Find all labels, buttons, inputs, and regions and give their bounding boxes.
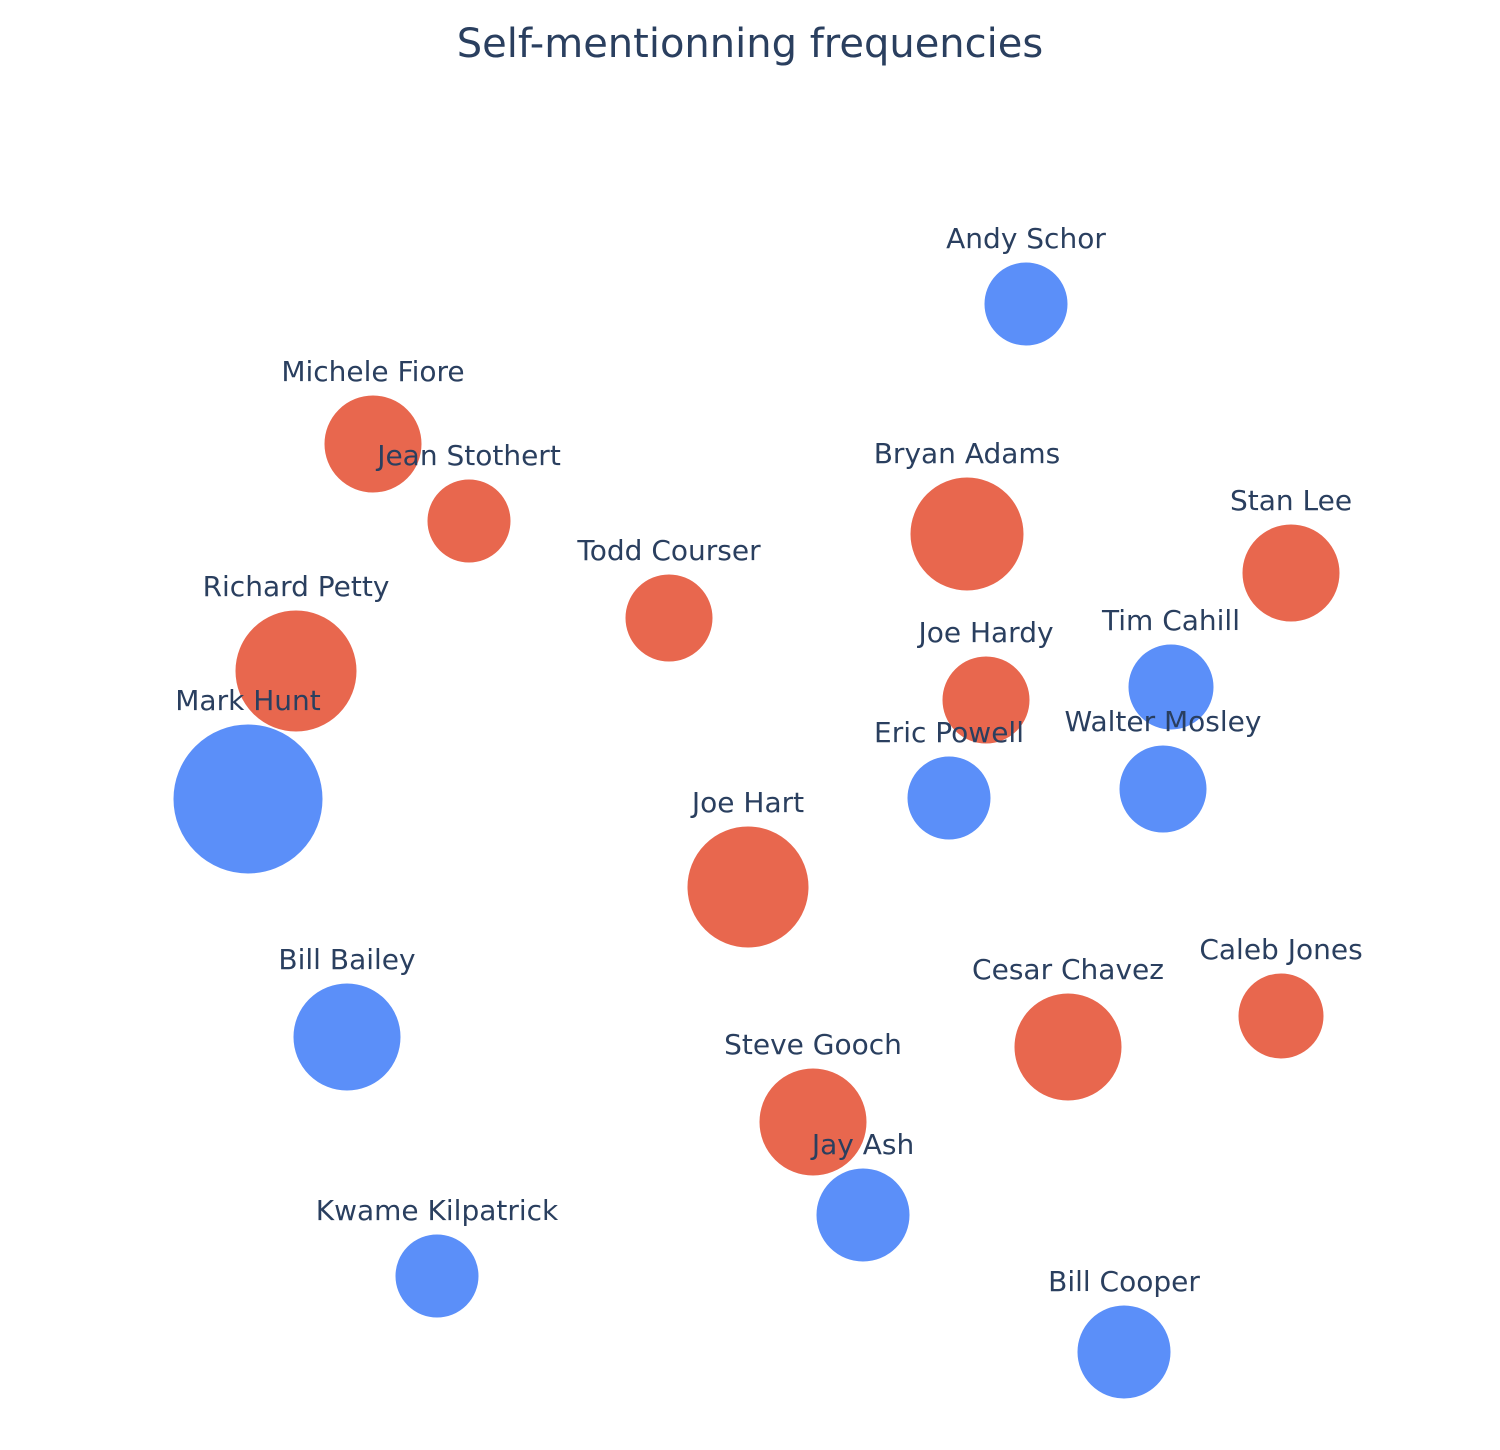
- bubble-label: Cesar Chavez: [972, 953, 1164, 986]
- bubble-label: Richard Petty: [203, 570, 390, 603]
- bubble-caleb-jones[interactable]: [1237, 972, 1325, 1060]
- bubble-label: Joe Hardy: [916, 616, 1053, 649]
- chart-title: Self-mentionning frequencies: [457, 21, 1043, 67]
- bubble-label: Kwame Kilpatrick: [316, 1194, 559, 1227]
- bubble-richard-petty[interactable]: [234, 609, 358, 733]
- bubble-label: Jean Stothert: [375, 439, 561, 472]
- bubble-label: Jay Ash: [810, 1128, 914, 1161]
- bubble-label: Andy Schor: [946, 222, 1106, 255]
- bubble-label: Joe Hart: [690, 786, 804, 819]
- bubble-label: Eric Powell: [874, 716, 1024, 749]
- bubble-bill-bailey[interactable]: [292, 982, 402, 1092]
- bubble-label: Stan Lee: [1230, 484, 1352, 517]
- bubble-bryan-adams[interactable]: [909, 476, 1025, 592]
- bubble-label: Mark Hunt: [175, 684, 320, 717]
- bubble-andy-schor[interactable]: [983, 261, 1069, 347]
- bubble-michele-fiore[interactable]: [323, 394, 423, 494]
- bubble-kwame-kilpatrick[interactable]: [394, 1233, 480, 1319]
- bubble-label: Bill Bailey: [278, 943, 415, 976]
- bubble-label: Steve Gooch: [724, 1028, 902, 1061]
- bubble-bill-cooper[interactable]: [1076, 1304, 1172, 1400]
- bubble-label: Michele Fiore: [281, 355, 464, 388]
- bubble-jean-stothert[interactable]: [426, 478, 512, 564]
- bubble-label: Bryan Adams: [874, 437, 1061, 470]
- bubble-walter-mosley[interactable]: [1118, 744, 1208, 834]
- bubble-eric-powell[interactable]: [906, 755, 992, 841]
- bubble-mark-hunt[interactable]: [172, 723, 324, 875]
- bubble-joe-hart[interactable]: [686, 825, 810, 949]
- bubble-stan-lee[interactable]: [1241, 523, 1341, 623]
- bubble-label: Caleb Jones: [1199, 933, 1362, 966]
- bubble-label: Todd Courser: [576, 534, 761, 567]
- label-layer: Andy Schor Michele Fiore Jean Stothert Brya…: [175, 222, 1362, 1298]
- bubble-joe-hardy[interactable]: [941, 655, 1031, 745]
- bubble-steve-gooch[interactable]: [758, 1067, 868, 1177]
- bubble-cesar-chavez[interactable]: [1013, 992, 1123, 1102]
- bubble-layer: [172, 261, 1341, 1400]
- bubble-tim-cahill[interactable]: [1127, 643, 1215, 731]
- bubble-label: Tim Cahill: [1101, 604, 1240, 637]
- bubble-label: Walter Mosley: [1065, 705, 1262, 738]
- bubble-jay-ash[interactable]: [815, 1167, 911, 1263]
- bubble-label: Bill Cooper: [1048, 1265, 1200, 1298]
- bubble-todd-courser[interactable]: [624, 573, 714, 663]
